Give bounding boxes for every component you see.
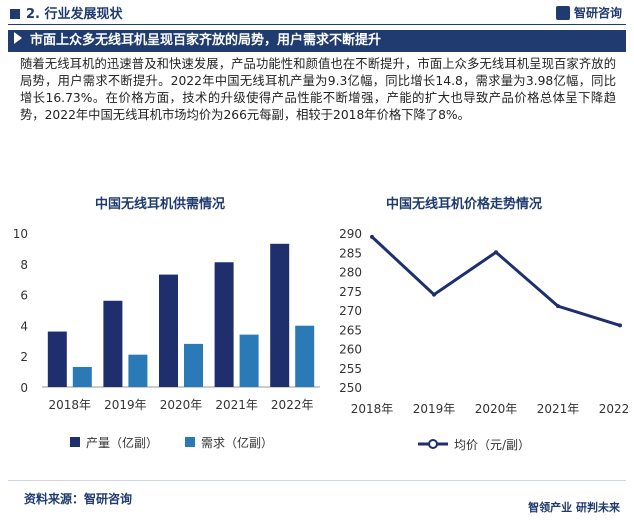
bar-demand bbox=[184, 343, 203, 387]
legend-label: 均价（元/副） bbox=[454, 438, 530, 452]
legend-swatch bbox=[185, 437, 195, 447]
y-tick-label: 255 bbox=[339, 362, 362, 376]
bar-output bbox=[159, 274, 178, 387]
y-tick-label: 2 bbox=[20, 350, 28, 364]
legend-marker bbox=[428, 439, 438, 449]
brand-logo-text: 智研咨询 bbox=[573, 6, 622, 20]
bar-demand bbox=[128, 354, 148, 387]
price-line bbox=[370, 235, 621, 327]
price-trend-line-chart: 250 255 260 265 270 275 280 285 290 2018年 2019年 202… bbox=[339, 227, 630, 452]
y-tick-label: 275 bbox=[339, 285, 362, 299]
bar-demand bbox=[295, 325, 315, 387]
header-divider bbox=[8, 24, 626, 25]
price-point bbox=[370, 234, 374, 239]
bar-output bbox=[270, 243, 290, 387]
y-tick-label: 285 bbox=[339, 246, 362, 260]
bar-output bbox=[47, 331, 67, 387]
price-point bbox=[494, 250, 498, 255]
section-title-text: 2. 行业发展现状 bbox=[26, 7, 123, 22]
x-tick-label: 2021年 bbox=[537, 402, 580, 416]
bar-output bbox=[214, 262, 234, 387]
y-tick-label: 250 bbox=[339, 381, 362, 395]
body-paragraph: 随着无线耳机的迅速普及和快速发展，产品功能性和颜值也在不断提升，市面上众多无线耳… bbox=[20, 57, 616, 122]
price-point bbox=[618, 323, 622, 328]
line-chart-title: 中国无线耳机价格走势情况 bbox=[386, 197, 543, 212]
x-tick-label: 2020年 bbox=[475, 402, 518, 416]
x-tick-label: 2019年 bbox=[104, 398, 147, 412]
x-tick-label: 2018年 bbox=[49, 398, 92, 412]
bar-demand bbox=[72, 366, 92, 387]
y-tick-label: 260 bbox=[339, 343, 362, 357]
top-bar: 2. 行业发展现状 智研咨询 bbox=[0, 0, 634, 24]
brand-logo: 智研咨询 bbox=[555, 4, 622, 21]
legend-label: 需求（亿副） bbox=[201, 435, 273, 450]
headline-text: 市面上众多无线耳机呈现百家齐放的局势，用户需求不断提升 bbox=[30, 33, 382, 48]
x-tick-label: 2022年 bbox=[271, 398, 314, 412]
y-tick-label: 8 bbox=[20, 258, 28, 272]
y-tick-label: 6 bbox=[20, 289, 28, 303]
y-tick-label: 10 bbox=[13, 227, 28, 241]
x-tick-label: 2022年 bbox=[599, 402, 630, 416]
headline-banner: 市面上众多无线耳机呈现百家齐放的局势，用户需求不断提升 bbox=[8, 30, 626, 52]
x-tick-label: 2019年 bbox=[413, 402, 456, 416]
x-tick-label: 2020年 bbox=[160, 398, 203, 412]
y-tick-label: 4 bbox=[20, 319, 28, 333]
bar-demand bbox=[239, 334, 259, 387]
square-icon bbox=[10, 9, 20, 19]
y-tick-label: 265 bbox=[339, 323, 362, 337]
y-tick-label: 290 bbox=[339, 227, 362, 241]
footer-divider bbox=[8, 480, 626, 481]
brand-logo-icon bbox=[555, 6, 570, 20]
section-title: 2. 行业发展现状 bbox=[10, 3, 123, 22]
bar-chart-title: 中国无线耳机供需情况 bbox=[95, 197, 226, 212]
bar-output bbox=[103, 300, 123, 387]
legend-swatch bbox=[70, 437, 80, 447]
x-tick-label: 2021年 bbox=[215, 398, 258, 412]
footer-slogan: 智领产业 研判未来 bbox=[528, 501, 620, 514]
y-tick-label: 270 bbox=[339, 304, 362, 318]
legend-label: 产量（亿副） bbox=[86, 435, 158, 450]
y-tick-label: 0 bbox=[20, 381, 28, 395]
price-point bbox=[432, 292, 436, 297]
source-note: 资料来源：智研咨询 bbox=[24, 492, 133, 506]
y-tick-label: 280 bbox=[339, 266, 362, 280]
triangle-icon bbox=[14, 32, 22, 44]
x-tick-label: 2018年 bbox=[351, 402, 394, 416]
price-point bbox=[556, 304, 560, 309]
